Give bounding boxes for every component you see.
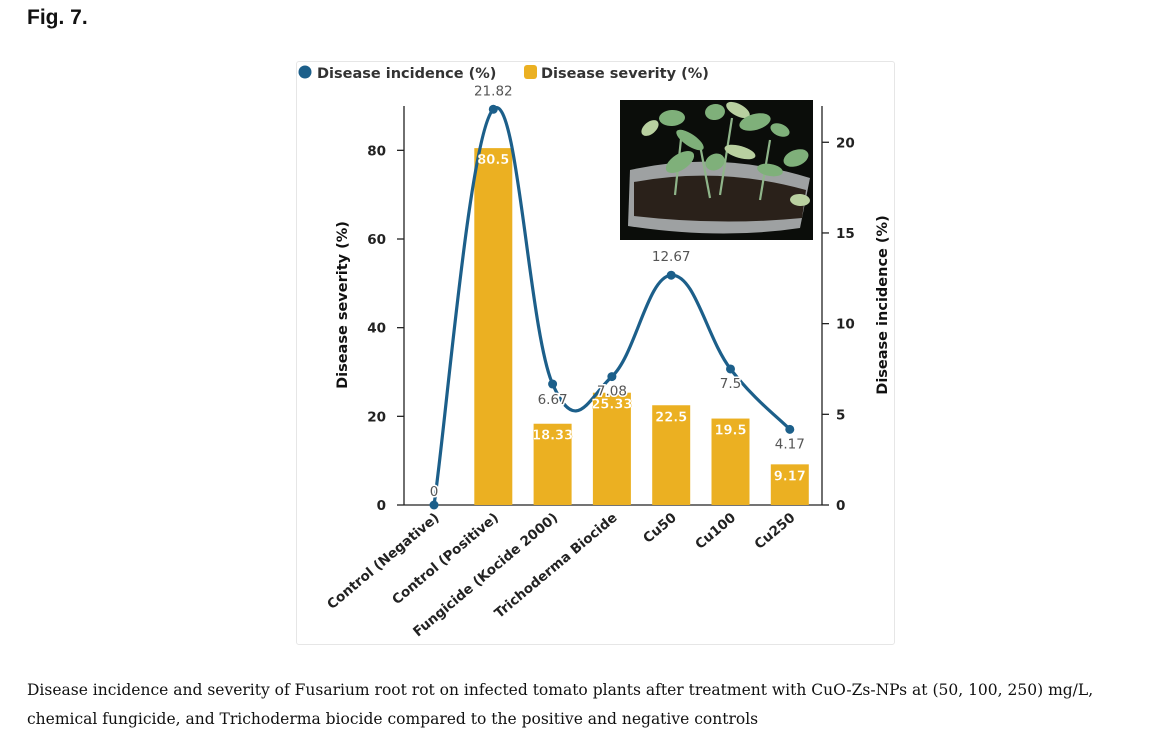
- incidence-point-label: 0: [430, 484, 439, 500]
- plant-leaf: [676, 129, 704, 151]
- severity-bar-label: 18.33: [532, 429, 573, 444]
- legend-incidence-marker: [298, 65, 312, 79]
- legend-severity-marker: [524, 65, 537, 79]
- right-y-tick-label: 20: [836, 135, 855, 151]
- severity-bar: [652, 405, 691, 505]
- x-tick-labels: Control (Negative)Control (Positive)Fung…: [324, 510, 798, 640]
- incidence-point-label: 12.67: [652, 249, 691, 265]
- plant-leaf: [724, 144, 756, 160]
- incidence-line: [432, 106, 791, 506]
- severity-bar: [474, 148, 513, 505]
- plant-leaf: [665, 151, 695, 173]
- plant-leaf: [705, 153, 725, 171]
- plant-leaf: [770, 123, 790, 137]
- x-tick-label: Cu250: [752, 510, 799, 553]
- severity-bar: [711, 418, 750, 505]
- plant-stem: [718, 117, 734, 196]
- incidence-point: [785, 424, 795, 434]
- figure-label: Fig. 7.: [27, 6, 88, 29]
- x-tick-label: Trichoderma Biocide: [492, 510, 621, 622]
- legend: Disease incidence (%) Disease severity (%…: [298, 65, 709, 82]
- severity-bar-label: 80.5: [477, 153, 509, 168]
- right-y-tick-label: 5: [836, 407, 845, 423]
- plant-leaf: [659, 109, 685, 127]
- x-tick-label: Cu50: [640, 510, 680, 547]
- left-y-tick-label: 20: [367, 409, 386, 425]
- left-y-tick-label: 80: [367, 143, 386, 159]
- right-y-tick-label: 10: [836, 317, 855, 333]
- severity-bar: [770, 464, 809, 505]
- incidence-point: [488, 104, 498, 114]
- left-y-tick-label: 60: [367, 232, 386, 248]
- right-y-axis-title: Disease incidence (%): [875, 215, 891, 394]
- axes: 0 20 40 60 80 0 5 10 15 20 Disease severity (%) Dis…: [335, 106, 891, 514]
- incidence-point: [548, 379, 558, 389]
- left-y-tick-label: 40: [367, 321, 386, 337]
- severity-bar-label: 22.5: [655, 410, 687, 425]
- combo-chart: Disease incidence (%) Disease severity (%…: [298, 65, 891, 640]
- legend-severity-label: Disease severity (%): [541, 66, 709, 82]
- incidence-point-label: 4.17: [775, 436, 805, 452]
- figure-caption: Disease incidence and severity of Fusari…: [27, 681, 1094, 728]
- plant-leaf: [739, 113, 771, 131]
- plant-leaf: [726, 101, 750, 119]
- left-y-tick-label: 0: [377, 498, 386, 514]
- legend-incidence-label: Disease incidence (%): [317, 66, 496, 82]
- bars: [474, 148, 809, 505]
- right-y-tick-label: 0: [836, 498, 845, 514]
- severity-bar: [592, 392, 631, 505]
- severity-bar-label: 9.17: [774, 469, 806, 484]
- incidence-point-label: 7.5: [720, 376, 741, 392]
- incidence-point-label: 7.08: [597, 384, 627, 400]
- value-labels: 80.5 18.33 25.33 22.5 19.5 9.17 0 21.82 6.67 7.08…: [428, 82, 806, 502]
- plant-leaf: [790, 193, 810, 207]
- plant-leaf: [783, 149, 809, 167]
- plant-leaf: [757, 163, 783, 177]
- x-tick-label: Control (Positive): [389, 510, 502, 608]
- incidence-point: [607, 372, 617, 382]
- chart-frame: Disease incidence (%) Disease severity (%…: [296, 61, 895, 645]
- plant-leaf: [705, 103, 725, 121]
- plant-stem: [698, 144, 712, 199]
- incidence-line-layer: [429, 104, 795, 510]
- plant-leaf: [641, 120, 659, 136]
- tomato-plants-photo: [620, 100, 813, 240]
- left-y-axis-title: Disease severity (%): [335, 221, 351, 389]
- incidence-point: [666, 270, 676, 280]
- incidence-point-label: 21.82: [474, 83, 513, 99]
- right-y-tick-label: 15: [836, 226, 855, 242]
- x-tick-label: Control (Negative): [324, 510, 442, 613]
- severity-bar-label: 19.5: [714, 424, 746, 439]
- severity-bar-label: 25.33: [591, 398, 632, 413]
- incidence-point: [726, 364, 735, 374]
- severity-bar: [533, 423, 572, 505]
- x-tick-label: Cu100: [692, 510, 739, 553]
- incidence-point-label: 6.67: [538, 392, 568, 408]
- incidence-point: [429, 500, 439, 510]
